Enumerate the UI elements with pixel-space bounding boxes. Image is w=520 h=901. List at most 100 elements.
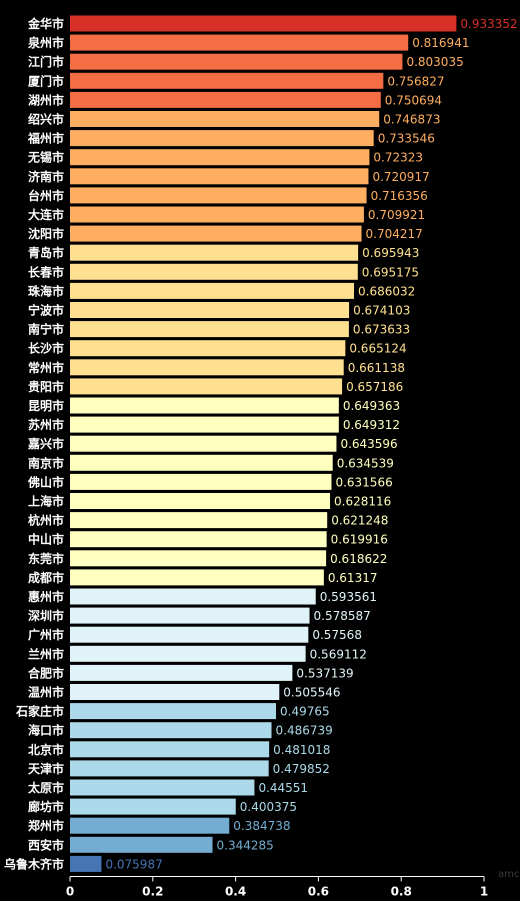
value-label-44: 0.075987	[105, 857, 162, 871]
x-tick-label-1: 0.2	[142, 885, 163, 899]
bar-33	[70, 645, 306, 662]
value-label-10: 0.709921	[368, 208, 425, 222]
category-label-27: 中山市	[28, 532, 64, 547]
category-label-16: 南宁市	[28, 322, 64, 337]
value-label-13: 0.695175	[362, 265, 419, 279]
value-label-4: 0.750694	[385, 93, 442, 107]
value-label-7: 0.72323	[373, 151, 423, 165]
value-label-1: 0.816941	[412, 36, 469, 50]
category-label-21: 苏州市	[28, 417, 64, 432]
category-label-22: 嘉兴市	[27, 436, 64, 451]
value-label-20: 0.649363	[343, 399, 400, 413]
bar-28	[70, 550, 327, 567]
bar-1	[70, 34, 409, 51]
category-label-30: 惠州市	[28, 589, 64, 604]
bar-16	[70, 321, 349, 338]
category-label-13: 长春市	[28, 264, 64, 279]
category-label-23: 南京市	[28, 455, 64, 470]
value-labels-group: 0.933352 0.816941 0.803035 0.756827 0.750694…	[105, 17, 517, 871]
bar-27	[70, 531, 327, 548]
category-label-8: 济南市	[28, 169, 64, 184]
x-tick-label-5: 1	[480, 885, 488, 899]
value-label-16: 0.673633	[353, 323, 410, 337]
category-label-24: 佛山市	[27, 474, 64, 489]
bar-36	[70, 703, 277, 720]
value-label-17: 0.665124	[349, 342, 406, 356]
category-label-25: 上海市	[28, 494, 64, 509]
bar-37	[70, 722, 272, 739]
x-tick-label-0: 0	[66, 885, 74, 899]
bar-22	[70, 435, 337, 452]
bar-24	[70, 473, 332, 490]
bar-38	[70, 741, 270, 758]
value-label-42: 0.384738	[233, 819, 290, 833]
category-label-19: 贵阳市	[28, 379, 64, 394]
x-tick-label-2: 0.4	[225, 885, 246, 899]
value-label-23: 0.634539	[337, 456, 394, 470]
value-label-41: 0.400375	[240, 800, 297, 814]
value-label-14: 0.686032	[358, 284, 415, 298]
value-label-30: 0.593561	[320, 590, 377, 604]
value-label-31: 0.578587	[314, 609, 371, 623]
value-label-39: 0.479852	[273, 762, 330, 776]
bar-42	[70, 817, 230, 834]
value-label-38: 0.481018	[273, 743, 330, 757]
value-label-37: 0.486739	[276, 724, 333, 738]
bar-41	[70, 798, 236, 815]
x-tick-label-4: 0.8	[391, 885, 412, 899]
value-label-29: 0.61317	[328, 571, 378, 585]
value-label-32: 0.57568	[312, 628, 362, 642]
category-label-12: 青岛市	[28, 245, 64, 260]
category-label-18: 常州市	[28, 360, 64, 375]
bar-43	[70, 836, 213, 853]
bar-23	[70, 454, 333, 471]
bar-18	[70, 359, 344, 376]
x-axis: 0 0.2 0.4 0.6 0.8 1	[66, 876, 488, 899]
value-label-15: 0.674103	[353, 304, 410, 318]
bar-3	[70, 72, 384, 89]
bar-10	[70, 206, 364, 223]
bar-35	[70, 684, 280, 700]
value-label-19: 0.657186	[346, 380, 403, 394]
category-label-44: 乌鲁木齐市	[4, 856, 64, 871]
category-label-11: 沈阳市	[28, 226, 64, 241]
bar-30	[70, 588, 316, 605]
value-label-25: 0.628116	[334, 495, 391, 509]
value-label-6: 0.733546	[378, 132, 435, 146]
bar-25	[70, 493, 331, 509]
category-label-38: 北京市	[28, 742, 64, 757]
bar-15	[70, 302, 350, 318]
category-label-34: 合肥市	[28, 665, 64, 680]
category-label-26: 杭州市	[28, 513, 64, 528]
bar-6	[70, 130, 374, 147]
category-label-6: 福州市	[27, 131, 64, 146]
value-label-18: 0.661138	[348, 361, 405, 375]
bar-32	[70, 626, 309, 643]
bar-14	[70, 282, 355, 299]
value-label-11: 0.704217	[366, 227, 423, 241]
category-label-14: 珠海市	[28, 283, 64, 298]
value-label-36: 0.49765	[280, 705, 330, 719]
category-label-0: 金华市	[27, 16, 64, 31]
value-label-35: 0.505546	[283, 686, 340, 700]
bar-29	[70, 569, 324, 586]
category-label-9: 台州市	[28, 188, 64, 203]
value-label-34: 0.537139	[296, 666, 353, 680]
bar-0	[70, 15, 457, 32]
value-label-0: 0.933352	[460, 17, 517, 31]
category-label-15: 宁波市	[28, 303, 64, 318]
category-label-28: 东莞市	[28, 551, 64, 566]
category-label-1: 泉州市	[28, 35, 64, 50]
x-tick-label-3: 0.6	[308, 885, 329, 899]
category-label-39: 天津市	[28, 761, 64, 776]
category-label-43: 西安市	[28, 837, 64, 852]
category-label-35: 温州市	[28, 685, 64, 700]
bar-39	[70, 760, 269, 777]
value-label-2: 0.803035	[406, 55, 463, 69]
bar-21	[70, 416, 339, 433]
category-label-5: 绍兴市	[28, 112, 64, 127]
watermark-text: amc	[498, 869, 519, 880]
bar-40	[70, 779, 255, 796]
bar-19	[70, 378, 343, 395]
bar-8	[70, 168, 369, 185]
